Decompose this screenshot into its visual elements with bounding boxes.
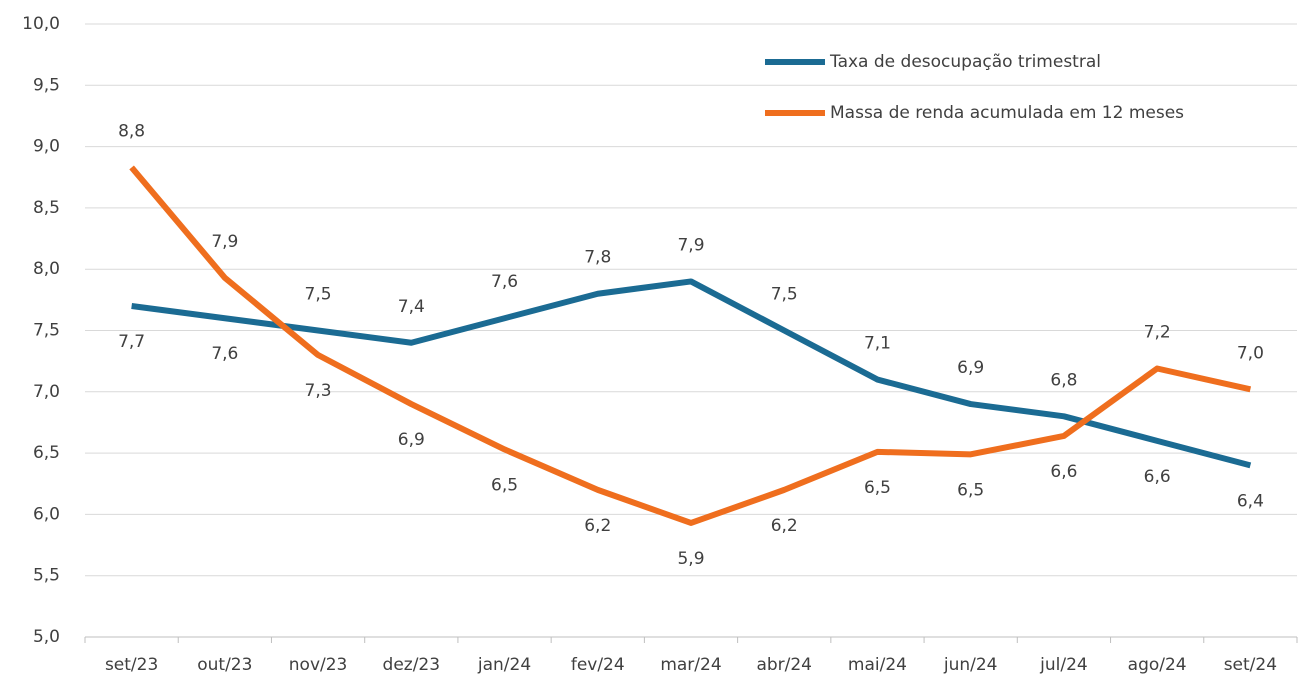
y-tick-label: 7,5 bbox=[33, 321, 60, 341]
data-label: 6,9 bbox=[957, 358, 984, 378]
data-label: 6,4 bbox=[1237, 491, 1264, 511]
data-label: 7,4 bbox=[398, 297, 425, 317]
series-line bbox=[129, 165, 1252, 526]
x-tick-label: set/23 bbox=[105, 655, 158, 675]
data-label: 7,0 bbox=[1237, 343, 1264, 363]
legend-label: Massa de renda acumulada em 12 meses bbox=[830, 103, 1184, 123]
data-label: 6,6 bbox=[1144, 467, 1171, 487]
data-label: 5,9 bbox=[677, 549, 704, 569]
x-tick-label: abr/24 bbox=[756, 655, 812, 675]
data-label: 7,2 bbox=[1144, 323, 1171, 343]
data-label: 6,5 bbox=[864, 478, 891, 498]
x-tick-label: jun/24 bbox=[943, 655, 998, 675]
y-tick-label: 8,0 bbox=[33, 259, 60, 279]
data-label: 8,8 bbox=[118, 121, 145, 141]
data-label: 7,9 bbox=[211, 232, 238, 252]
series-line bbox=[131, 278, 1252, 469]
data-label: 6,5 bbox=[957, 480, 984, 500]
x-tick-label: fev/24 bbox=[571, 655, 625, 675]
x-tick-label: nov/23 bbox=[289, 655, 348, 675]
data-label: 7,9 bbox=[677, 235, 704, 255]
legend-label: Taxa de desocupação trimestral bbox=[829, 52, 1101, 72]
data-label: 7,8 bbox=[584, 248, 611, 268]
x-tick-label: jan/24 bbox=[477, 655, 531, 675]
data-label: 7,6 bbox=[491, 272, 518, 292]
y-tick-label: 8,5 bbox=[33, 198, 60, 218]
data-label: 6,8 bbox=[1050, 370, 1077, 390]
y-tick-label: 10,0 bbox=[22, 14, 60, 34]
x-tick-label: out/23 bbox=[197, 655, 252, 675]
y-tick-label: 6,0 bbox=[33, 504, 60, 524]
y-tick-label: 5,0 bbox=[33, 627, 60, 647]
data-label: 6,2 bbox=[771, 516, 798, 536]
y-tick-label: 7,0 bbox=[33, 382, 60, 402]
x-tick-label: ago/24 bbox=[1128, 655, 1187, 675]
data-label: 7,5 bbox=[771, 285, 798, 305]
y-tick-label: 9,5 bbox=[33, 75, 60, 95]
data-label: 6,2 bbox=[584, 516, 611, 536]
y-tick-label: 5,5 bbox=[33, 566, 60, 586]
x-tick-label: jul/24 bbox=[1039, 655, 1088, 675]
y-tick-label: 6,5 bbox=[33, 443, 60, 463]
data-label: 7,6 bbox=[211, 344, 238, 364]
x-tick-label: set/24 bbox=[1224, 655, 1277, 675]
x-tick-label: mar/24 bbox=[660, 655, 721, 675]
data-label: 7,5 bbox=[305, 285, 332, 305]
x-tick-label: dez/23 bbox=[383, 655, 441, 675]
data-label: 6,5 bbox=[491, 475, 518, 495]
x-tick-label: mai/24 bbox=[848, 655, 907, 675]
data-label: 6,9 bbox=[398, 430, 425, 450]
data-label: 7,7 bbox=[118, 332, 145, 352]
data-label: 6,6 bbox=[1050, 462, 1077, 482]
y-tick-label: 9,0 bbox=[33, 137, 60, 157]
data-label: 7,3 bbox=[305, 381, 332, 401]
data-label: 7,1 bbox=[864, 334, 891, 354]
